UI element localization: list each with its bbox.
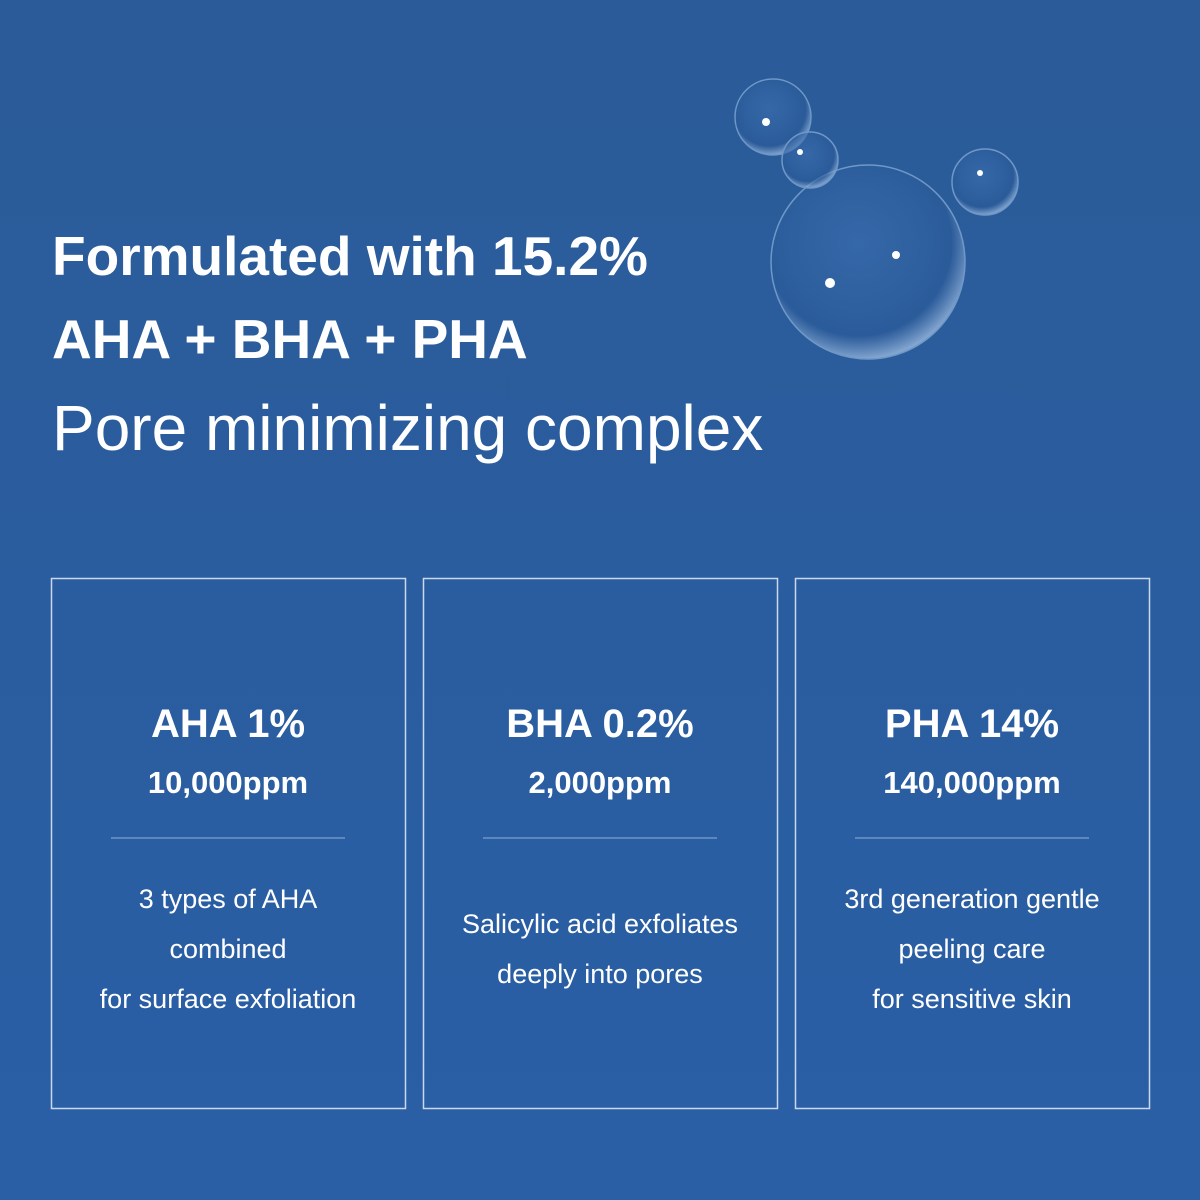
card-description: 3rd generation gentle <box>844 884 1099 914</box>
card-ppm: 10,000ppm <box>148 765 308 800</box>
card-description: for sensitive skin <box>872 984 1072 1014</box>
card-description: Salicylic acid exfoliates <box>462 909 738 939</box>
highlight <box>892 251 900 259</box>
headline: Formulated with 15.2% <box>52 225 648 287</box>
card-description: combined <box>169 934 286 964</box>
highlight <box>825 278 835 288</box>
card-description: deeply into pores <box>497 959 703 989</box>
headline: AHA + BHA + PHA <box>52 308 528 370</box>
card <box>794 577 1151 1110</box>
card-title: AHA 1% <box>151 702 305 746</box>
card-ppm: 140,000ppm <box>883 765 1061 800</box>
highlight <box>977 170 983 176</box>
card-title: BHA 0.2% <box>506 702 693 746</box>
highlight <box>762 118 770 126</box>
cards: AHA 1% 10,000ppm 3 types of AHA combined for… <box>50 577 1151 1110</box>
highlight <box>797 149 803 155</box>
card <box>50 577 407 1110</box>
bubble <box>734 78 812 156</box>
bubbles <box>734 78 1019 360</box>
bubble <box>781 131 839 189</box>
card-description: for surface exfoliation <box>100 984 357 1014</box>
card-ppm: 2,000ppm <box>528 765 671 800</box>
card <box>422 577 779 1110</box>
card-title: PHA 14% <box>885 702 1059 746</box>
bubble <box>770 164 966 360</box>
subheadline: Pore minimizing complex <box>52 392 763 464</box>
card-description: peeling care <box>898 934 1045 964</box>
card-description: 3 types of AHA <box>139 884 318 914</box>
bubble <box>951 148 1019 216</box>
